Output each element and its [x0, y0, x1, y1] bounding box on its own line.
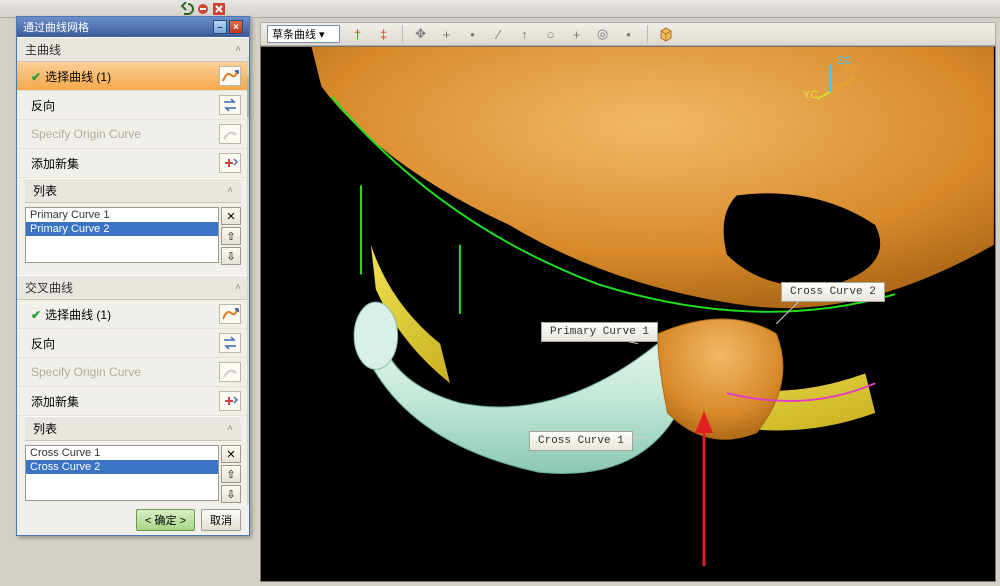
curve-type-selector[interactable]: 草条曲线 ▾ — [267, 25, 340, 43]
dialog-minimize-icon[interactable]: – — [213, 20, 227, 34]
reverse-row-cross[interactable]: 反向 — [17, 329, 249, 358]
callout-primary-1[interactable]: Primary Curve 1 — [541, 322, 658, 342]
ok-button[interactable]: < 确定 > — [136, 509, 195, 531]
ring-icon[interactable]: ◎ — [595, 26, 611, 42]
check-icon: ✔ — [31, 308, 41, 322]
circle-icon[interactable]: ○ — [543, 26, 559, 42]
viewport-toolbar: 草条曲线 ▾ † ‡ ✥ + • ∕ ↑ ○ + ◎ • — [260, 22, 996, 46]
add-new-row-cross[interactable]: 添加新集 — [17, 387, 249, 416]
tb-icon-1[interactable]: † — [350, 26, 366, 42]
section-primary-header[interactable]: 主曲线 ˄ — [17, 37, 249, 62]
3d-viewport[interactable]: XC ZC YC Primary Curve 1 Cross Curve 1 C… — [260, 46, 996, 582]
origin-curve-icon — [219, 362, 241, 382]
line-icon[interactable]: ∕ — [491, 26, 507, 42]
check-icon: ✔ — [31, 70, 41, 84]
tb-icon-2[interactable]: ‡ — [376, 26, 392, 42]
list-primary-wrap: Primary Curve 1 Primary Curve 2 ✕ ⇧ ⇩ — [25, 207, 241, 265]
list-down-icon[interactable]: ⇩ — [221, 247, 241, 265]
red-arrow-annotation — [689, 411, 719, 576]
mesh-curves-dialog: 通过曲线网格 – × 主曲线 ˄ ✔ 选择曲线 (1) 反向 Specify Or… — [16, 16, 250, 536]
dialog-body: 主曲线 ˄ ✔选择曲线 (1) 反向 Specify Origin Curve … — [17, 37, 249, 535]
move-icon[interactable]: ✥ — [413, 26, 429, 42]
list-down-icon[interactable]: ⇩ — [221, 485, 241, 503]
chevron-up-icon: ˄ — [235, 282, 241, 293]
origin-curve-row-primary: Specify Origin Curve — [17, 120, 249, 149]
list-up-icon[interactable]: ⇧ — [221, 227, 241, 245]
cross-curve-list[interactable]: Cross Curve 1 Cross Curve 2 — [25, 445, 219, 501]
origin-curve-label: Specify Origin Curve — [31, 127, 141, 141]
chevron-up-icon: ˄ — [235, 44, 241, 55]
list-label: 列表 — [33, 420, 57, 437]
list-item[interactable]: Cross Curve 1 — [26, 446, 218, 460]
callout-cross-1[interactable]: Cross Curve 1 — [529, 431, 633, 451]
origin-curve-row-cross: Specify Origin Curve — [17, 358, 249, 387]
section-cross-header[interactable]: 交叉曲线 ˄ — [17, 275, 249, 300]
list-up-icon[interactable]: ⇧ — [221, 465, 241, 483]
dialog-titlebar[interactable]: 通过曲线网格 – × — [17, 17, 249, 37]
plus-icon[interactable]: + — [569, 26, 585, 42]
select-curve-label: 选择曲线 (1) — [45, 308, 111, 322]
cube-icon[interactable] — [658, 26, 674, 42]
coordinate-triad: XC ZC YC — [815, 57, 865, 110]
origin-curve-label: Specify Origin Curve — [31, 365, 141, 379]
list-header-cross[interactable]: 列表 ˄ — [25, 416, 241, 441]
dialog-scrollbar[interactable] — [247, 57, 249, 505]
toolbar-divider — [647, 25, 648, 43]
list-item[interactable]: Cross Curve 2 — [26, 460, 218, 474]
reverse-row-primary[interactable]: 反向 — [17, 91, 249, 120]
up-icon[interactable]: ↑ — [517, 26, 533, 42]
axis-z-label: ZC — [837, 55, 852, 67]
list-item[interactable]: Primary Curve 2 — [26, 222, 218, 236]
list-cross-wrap: Cross Curve 1 Cross Curve 2 ✕ ⇧ ⇩ — [25, 445, 241, 503]
section-cross-label: 交叉曲线 — [25, 279, 73, 296]
reverse-icon[interactable] — [219, 95, 241, 115]
reject-icon[interactable] — [196, 2, 210, 16]
list-delete-icon[interactable]: ✕ — [221, 207, 241, 225]
chevron-up-icon: ˄ — [227, 423, 233, 434]
section-primary-label: 主曲线 — [25, 41, 61, 58]
reverse-label: 反向 — [31, 97, 55, 114]
axis-y-label: YC — [803, 89, 818, 101]
add-new-label: 添加新集 — [31, 393, 79, 410]
select-curve-row-cross[interactable]: ✔ 选择曲线 (1) — [17, 300, 249, 329]
list-delete-icon[interactable]: ✕ — [221, 445, 241, 463]
add-new-icon[interactable] — [219, 391, 241, 411]
select-curve-label: 选择曲线 (1) — [45, 70, 111, 84]
dot2-icon[interactable]: • — [621, 26, 637, 42]
list-item[interactable]: Primary Curve 1 — [26, 208, 218, 222]
point-icon[interactable]: + — [439, 26, 455, 42]
viewport-render — [261, 47, 995, 581]
cancel-button[interactable]: 取消 — [201, 509, 241, 531]
list-side-buttons: ✕ ⇧ ⇩ — [221, 445, 241, 503]
chevron-up-icon: ˄ — [227, 185, 233, 196]
dialog-button-bar: < 确定 > 取消 — [17, 509, 249, 531]
select-curve-row-primary[interactable]: ✔ 选择曲线 (1) — [17, 62, 249, 91]
dialog-close-icon[interactable]: × — [229, 20, 243, 34]
origin-curve-icon — [219, 124, 241, 144]
curve-select-icon[interactable] — [219, 304, 241, 324]
list-header-primary[interactable]: 列表 ˄ — [25, 178, 241, 203]
callout-cross-2[interactable]: Cross Curve 2 — [781, 282, 885, 302]
dot-icon[interactable]: • — [465, 26, 481, 42]
dialog-title-text: 通过曲线网格 — [23, 19, 89, 35]
primary-curve-list[interactable]: Primary Curve 1 Primary Curve 2 — [25, 207, 219, 263]
reverse-label: 反向 — [31, 335, 55, 352]
curve-select-icon[interactable] — [219, 66, 241, 86]
top-small-icons — [180, 2, 226, 16]
toolbar-divider — [402, 25, 403, 43]
reverse-icon[interactable] — [219, 333, 241, 353]
add-new-icon[interactable] — [219, 153, 241, 173]
list-label: 列表 — [33, 182, 57, 199]
add-new-label: 添加新集 — [31, 155, 79, 172]
list-side-buttons: ✕ ⇧ ⇩ — [221, 207, 241, 265]
add-new-row-primary[interactable]: 添加新集 — [17, 149, 249, 178]
close-small-icon[interactable] — [212, 2, 226, 16]
undo-icon[interactable] — [180, 2, 194, 16]
